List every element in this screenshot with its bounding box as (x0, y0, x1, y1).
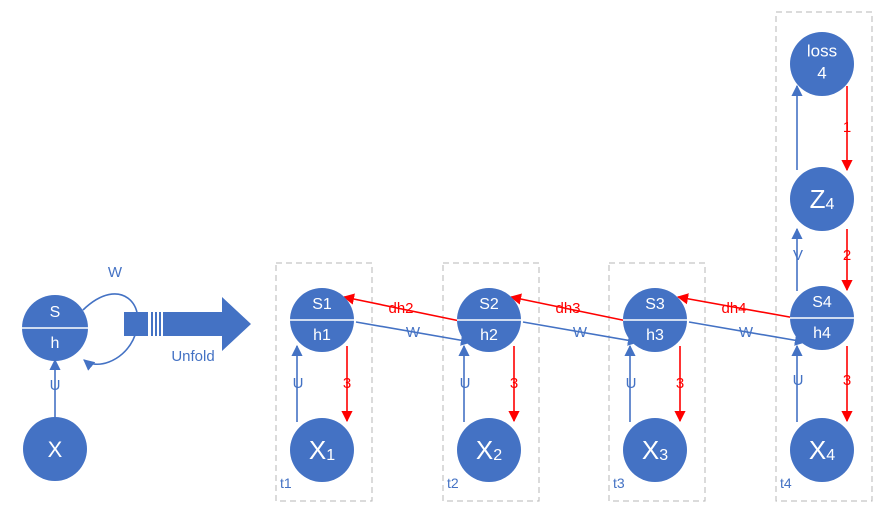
rolled-state-label: S (50, 304, 61, 321)
forward-w-label-1: W (406, 324, 421, 341)
forward-w-edge-1-2 (355, 321, 473, 346)
time-step-4: U 3 V 2 1 S4 h4 X4 Z4 loss 4 (790, 32, 854, 482)
unfold-arrow-shaft (163, 297, 251, 351)
input-node-4 (790, 418, 854, 482)
output-grad-label-2: 3 (510, 375, 518, 392)
unfold-arrow-block (124, 312, 148, 336)
forward-w-label-3: W (739, 324, 754, 341)
hidden-label-4: h4 (813, 325, 831, 342)
forward-w-edge-3-4 (688, 321, 807, 346)
unfold-label: Unfold (171, 348, 214, 365)
rolled-hidden-label: h (51, 335, 60, 352)
time-frame-t2 (442, 262, 540, 502)
output-grad-label-3: 3 (676, 375, 684, 392)
input-node-1 (290, 418, 354, 482)
input-weight-label-3: U (626, 375, 637, 392)
time-frame-t1 (275, 262, 373, 502)
input-node-3 (623, 418, 687, 482)
time-label-t2: t2 (447, 475, 459, 491)
input-label-4: X4 (809, 435, 835, 465)
input-label-1: X1 (309, 435, 335, 465)
output-grad-label-1: 3 (343, 375, 351, 392)
input-weight-label-4: U (793, 372, 804, 389)
time-frame-t3 (608, 262, 706, 502)
forward-w-label-2: W (573, 324, 588, 341)
rolled-recurrent-weight-label: W (108, 264, 123, 281)
grad-label-dh2: dh2 (388, 300, 413, 317)
grad-edge-2-1 (342, 293, 461, 322)
grad-label-dh3: dh3 (555, 300, 580, 317)
time-step-3: U 3 S3 h3 X3 (623, 288, 687, 482)
input-label-2: X2 (476, 435, 502, 465)
time-label-t3: t3 (613, 475, 625, 491)
time-step-1: U 3 S1 h1 X1 (290, 288, 354, 482)
unfold-arrow: Unfold (124, 297, 251, 365)
input-weight-label-2: U (460, 375, 471, 392)
rolled-rnn: W U S h X (22, 264, 139, 481)
grad-label-dh4: dh4 (721, 300, 746, 317)
v-weight-label: V (793, 247, 803, 264)
input-node-2 (457, 418, 521, 482)
loss-label-line2: 4 (817, 63, 826, 82)
loss-label-line1: loss (807, 41, 837, 60)
state-label-4: S4 (812, 294, 832, 311)
loss-node (790, 32, 854, 96)
time-step-2: U 3 S2 h2 X2 (457, 288, 521, 482)
output-grad-label-4: 3 (843, 372, 851, 389)
grad-label-2: 2 (843, 247, 851, 264)
state-label-2: S2 (479, 296, 499, 313)
time-label-t4: t4 (780, 475, 792, 491)
grad-edge-3-2 (509, 293, 628, 322)
input-label-3: X3 (642, 435, 668, 465)
time-frame-t4 (775, 11, 873, 502)
rolled-input-label: X (48, 437, 63, 462)
hidden-label-1: h1 (313, 327, 331, 344)
hidden-label-3: h3 (646, 327, 664, 344)
input-weight-label-1: U (293, 375, 304, 392)
state-label-1: S1 (312, 296, 332, 313)
state-label-3: S3 (645, 296, 665, 313)
z-node (790, 167, 854, 231)
forward-w-edge-2-3 (522, 321, 640, 346)
grad-label-1: 1 (843, 119, 851, 136)
hidden-label-2: h2 (480, 327, 498, 344)
rolled-input-weight-label: U (50, 377, 61, 394)
rolled-input-node (23, 417, 87, 481)
grad-edge-4-3 (676, 293, 796, 319)
z-label: Z4 (810, 184, 835, 214)
time-label-t1: t1 (280, 475, 292, 491)
